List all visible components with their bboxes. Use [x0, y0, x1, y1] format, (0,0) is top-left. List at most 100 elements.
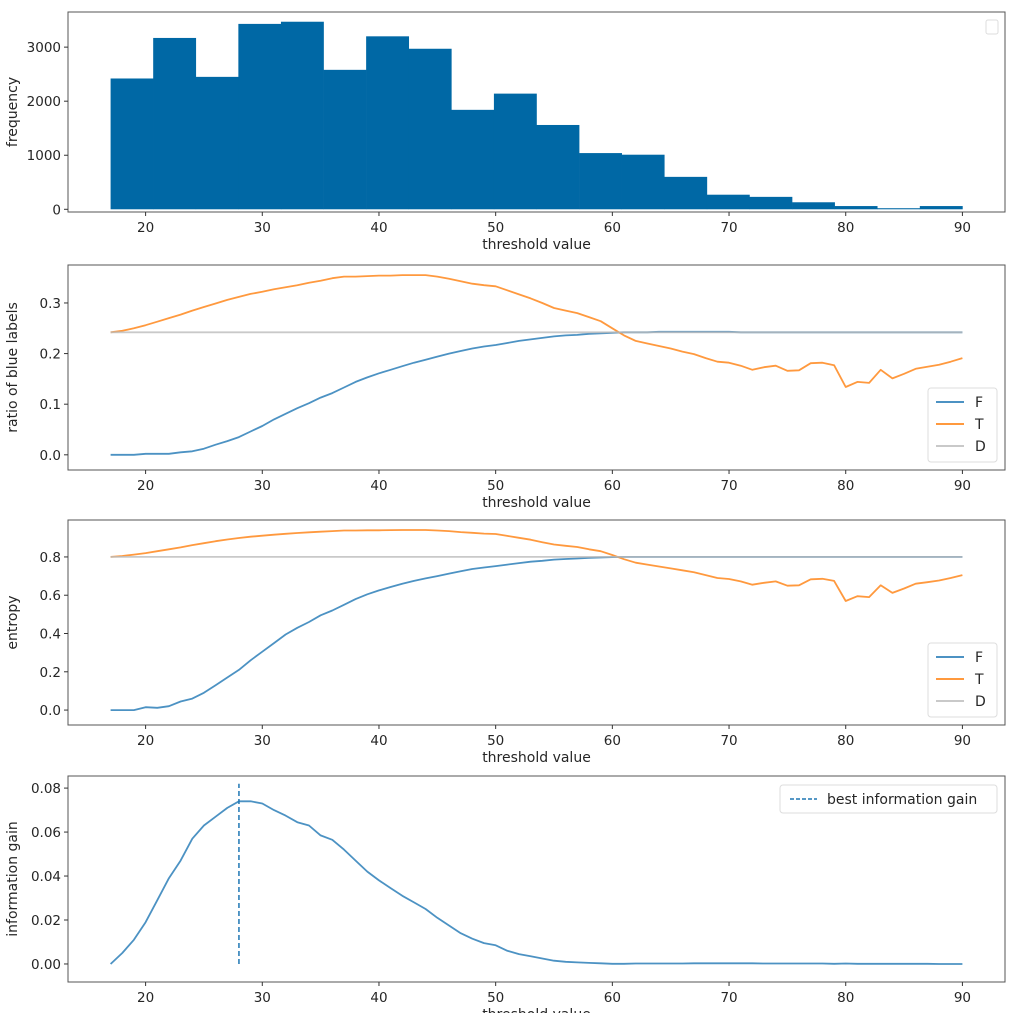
- y-tick-label: 0.2: [40, 665, 61, 681]
- x-tick-label: 30: [254, 733, 271, 749]
- subplot-2: 20 30 40 50 60 70 80 90 0.0 0.1 0.2 0.3 threshold va…: [5, 264, 1006, 511]
- x-tick-label: 90: [954, 990, 971, 1006]
- x-tick-label: 70: [720, 478, 737, 494]
- series-line-information-gain: [109, 800, 963, 965]
- histogram-bar: [110, 78, 154, 210]
- x-tick-label: 60: [604, 990, 621, 1006]
- y-tick-label: 0.6: [40, 588, 61, 604]
- y-tick-label: 0.2: [40, 347, 61, 363]
- series-line-T: [110, 274, 963, 388]
- histogram-bar: [706, 194, 750, 210]
- legend-label: F: [975, 650, 983, 666]
- subplot-4: 20 30 40 50 60 70 80 90 0.00 0.02 0.04 0.06 0.08 thre…: [5, 775, 1006, 1013]
- histogram-bar: [664, 176, 708, 210]
- y-tick-label: 0: [52, 202, 61, 218]
- y-axis-label: information gain: [5, 821, 21, 936]
- y-axis-label: entropy: [5, 595, 21, 649]
- legend-label: T: [974, 417, 984, 433]
- x-tick-label: 80: [837, 990, 854, 1006]
- axes-frame: [67, 11, 1006, 213]
- x-tick-label: 60: [604, 220, 621, 236]
- histogram-bar: [749, 196, 793, 210]
- legend-label: D: [975, 694, 986, 710]
- y-tick-label: 0.8: [40, 550, 61, 566]
- y-tick-label: 0.02: [31, 913, 61, 929]
- y-tick-label: 0.4: [40, 627, 61, 643]
- histogram-bar: [408, 48, 452, 210]
- axes-frame: [67, 264, 1006, 471]
- x-tick-label: 50: [487, 990, 504, 1006]
- y-tick-label: 0.1: [40, 397, 61, 413]
- axes-frame: [67, 519, 1006, 726]
- histogram-bar: [834, 206, 878, 210]
- histogram-bar: [919, 206, 963, 210]
- legend: FTD: [927, 387, 998, 463]
- y-tick-label: 2000: [27, 94, 61, 110]
- x-tick-label: 40: [370, 478, 387, 494]
- histogram-bar: [621, 154, 665, 210]
- legend-label: D: [975, 439, 986, 455]
- x-tick-label: 80: [837, 478, 854, 494]
- legend-label: F: [975, 395, 983, 411]
- x-tick-label: 90: [954, 220, 971, 236]
- subplot-1: 20 30 40 50 60 70 80 90 0 1000 2000 3000 threshold v…: [5, 11, 1006, 253]
- x-tick-label: 30: [254, 990, 271, 1006]
- histogram-bar: [493, 93, 537, 210]
- y-tick-label: 0.08: [31, 781, 61, 797]
- subplot-3: 20 30 40 50 60 70 80 90 0.0 0.2 0.4 0.6 0.8 threshold…: [5, 519, 1006, 766]
- x-tick-label: 20: [137, 990, 154, 1006]
- x-tick-label: 30: [254, 220, 271, 236]
- legend-box: [985, 19, 999, 35]
- histogram-bar: [238, 23, 282, 210]
- y-tick-label: 1000: [27, 148, 61, 164]
- y-tick-label: 3000: [27, 40, 61, 56]
- y-tick-label: 0.3: [40, 296, 61, 312]
- histogram-bar: [579, 153, 622, 210]
- x-tick-label: 80: [837, 220, 854, 236]
- legend: best information gain: [779, 784, 998, 814]
- histogram-bar: [280, 21, 324, 210]
- x-tick-label: 40: [370, 220, 387, 236]
- x-tick-label: 70: [720, 733, 737, 749]
- histogram-bar: [366, 36, 410, 210]
- y-tick-label: 0.0: [40, 448, 61, 464]
- series-line-F: [110, 556, 963, 711]
- series-line-F: [110, 330, 963, 456]
- legend-label: T: [974, 672, 984, 688]
- legend: FTD: [927, 642, 998, 718]
- x-tick-label: 30: [254, 478, 271, 494]
- x-tick-label: 20: [137, 220, 154, 236]
- y-tick-label: 0.04: [31, 869, 61, 885]
- y-axis-label: ratio of blue labels: [5, 302, 21, 433]
- x-tick-label: 50: [487, 733, 504, 749]
- y-tick-label: 0.06: [31, 825, 61, 841]
- y-tick-label: 0.00: [31, 957, 61, 973]
- histogram-bar: [323, 69, 367, 210]
- legend-box: [779, 784, 998, 814]
- x-axis-label: threshold value: [482, 237, 591, 253]
- y-tick-label: 0.0: [40, 703, 61, 719]
- series-line-T: [110, 529, 963, 602]
- x-tick-label: 40: [370, 733, 387, 749]
- x-tick-label: 90: [954, 478, 971, 494]
- x-tick-label: 20: [137, 733, 154, 749]
- histogram-bar: [877, 208, 921, 210]
- x-tick-label: 80: [837, 733, 854, 749]
- axes-frame: [67, 775, 1006, 983]
- x-tick-label: 50: [487, 478, 504, 494]
- x-axis-label: threshold value: [482, 1007, 591, 1013]
- histogram-bar: [792, 202, 835, 210]
- histogram-bar: [536, 124, 580, 210]
- x-tick-label: 20: [137, 478, 154, 494]
- x-tick-label: 90: [954, 733, 971, 749]
- histogram-bar: [153, 37, 197, 210]
- x-tick-label: 40: [370, 990, 387, 1006]
- x-tick-label: 60: [604, 478, 621, 494]
- x-axis-label: threshold value: [482, 750, 591, 766]
- histogram-bar: [195, 76, 239, 210]
- x-tick-label: 70: [720, 990, 737, 1006]
- x-tick-label: 70: [720, 220, 737, 236]
- x-tick-label: 50: [487, 220, 504, 236]
- x-tick-label: 60: [604, 733, 621, 749]
